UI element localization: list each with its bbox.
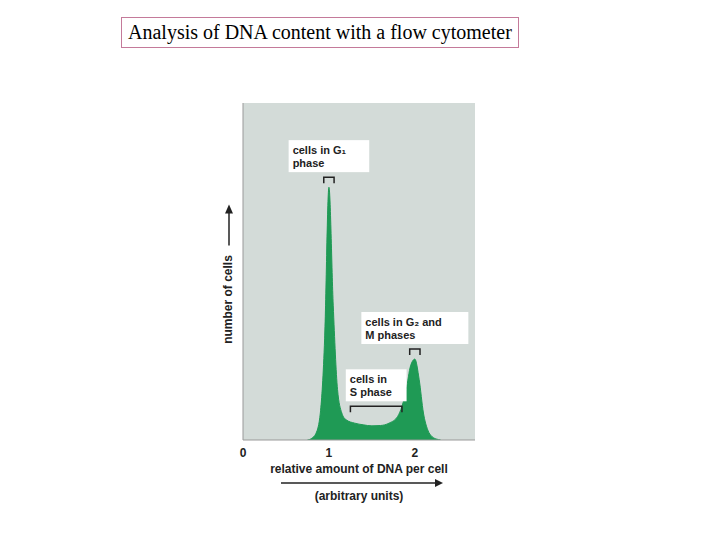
svg-text:2: 2 [412, 446, 419, 460]
svg-text:number of cells: number of cells [221, 255, 235, 344]
svg-text:relative amount of DNA per cel: relative amount of DNA per cell [270, 462, 448, 476]
svg-text:(arbitrary units): (arbitrary units) [315, 489, 404, 503]
svg-text:S phase: S phase [350, 386, 392, 398]
svg-text:0: 0 [240, 446, 247, 460]
svg-text:cells in G₂ and: cells in G₂ and [365, 316, 441, 328]
html-text:Analysis of DNA content with a: Analysis of DNA content with a flow cyto… [128, 21, 512, 43]
svg-text:M phases: M phases [365, 329, 415, 341]
svg-text:cells in G₁: cells in G₁ [293, 144, 347, 156]
svg-text:cells in: cells in [350, 373, 388, 385]
svg-text:phase: phase [293, 157, 325, 169]
svg-text:1: 1 [326, 446, 333, 460]
